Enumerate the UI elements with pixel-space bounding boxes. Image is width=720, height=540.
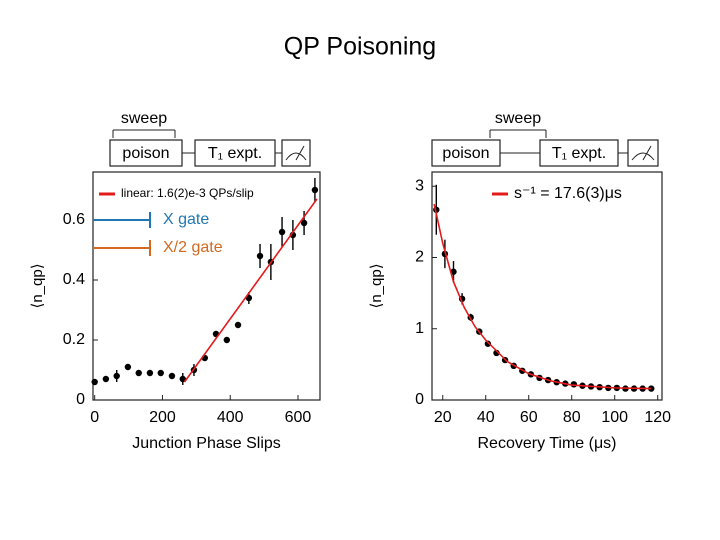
y-tick-label: 1 <box>415 320 424 337</box>
data-point <box>124 363 132 371</box>
experiment-box <box>194 139 276 167</box>
y-tick-label: 0 <box>415 391 424 408</box>
legend-label: s⁻¹ = 17.6(3)μs <box>514 185 622 202</box>
y-tick-label: 0.4 <box>63 271 85 288</box>
fit-line <box>183 198 318 383</box>
plot-frame <box>431 171 663 401</box>
slide-title: QP Poisoning <box>284 33 436 61</box>
data-point <box>102 375 110 383</box>
data-point <box>278 228 286 236</box>
data-point <box>223 336 231 344</box>
meter-box <box>627 139 659 167</box>
data-point <box>168 372 176 380</box>
y-tick-label: 0.2 <box>63 331 85 348</box>
y-tick-label: 2 <box>415 249 424 266</box>
data-point <box>113 372 120 380</box>
x-tick-label: 60 <box>520 409 538 426</box>
sweep-label: sweep <box>495 110 541 127</box>
x-tick-label: 40 <box>477 409 495 426</box>
schematic-right: sweep poison T₁ expt. <box>431 110 659 167</box>
x-axis-label: Junction Phase Slips <box>132 435 281 452</box>
x-tick-label: 600 <box>285 409 312 426</box>
y-axis-label: ⟨n_qp⟩ <box>368 263 385 308</box>
data-point <box>300 219 308 227</box>
x-axis-label: Recovery Time (μs) <box>477 435 616 452</box>
y-tick-label: 0.6 <box>63 211 85 228</box>
data-point <box>256 252 264 260</box>
gate-label: X gate <box>163 211 209 228</box>
y-tick-label: 3 <box>415 177 424 194</box>
sweep-label: sweep <box>121 110 167 127</box>
plot-frame <box>92 171 321 401</box>
schematic-left: sweep poison T₁ expt. <box>109 110 311 167</box>
data-point <box>179 375 186 383</box>
experiment-box <box>539 139 619 167</box>
x-tick-label: 200 <box>149 409 176 426</box>
x-tick-label: 20 <box>434 409 452 426</box>
data-point <box>157 369 164 377</box>
fit-line <box>433 203 652 390</box>
data-point <box>91 378 98 386</box>
x-tick-label: 80 <box>563 409 581 426</box>
legend-label: linear: 1.6(2)e-3 QPs/slip <box>121 186 254 200</box>
data-point <box>234 321 242 329</box>
y-axis-label: ⟨n_qp⟩ <box>29 263 46 308</box>
data-point <box>484 340 492 347</box>
gate-label: X/2 gate <box>163 239 223 256</box>
experiment-label: T₁ expt. <box>552 145 606 162</box>
poison-box <box>109 139 183 167</box>
y-tick-label: 0 <box>76 391 85 408</box>
poison-box <box>431 139 501 167</box>
meter-icon <box>631 145 655 161</box>
data-point <box>146 369 154 377</box>
data-point <box>135 369 142 377</box>
x-tick-label: 0 <box>90 409 99 426</box>
x-tick-label: 100 <box>601 409 628 426</box>
meter-icon <box>285 145 307 161</box>
poison-label: poison <box>122 145 169 162</box>
data-point <box>311 186 319 194</box>
poison-label: poison <box>442 145 489 162</box>
x-tick-label: 400 <box>217 409 244 426</box>
experiment-label: T₁ expt. <box>208 145 262 162</box>
x-tick-label: 120 <box>644 409 671 426</box>
